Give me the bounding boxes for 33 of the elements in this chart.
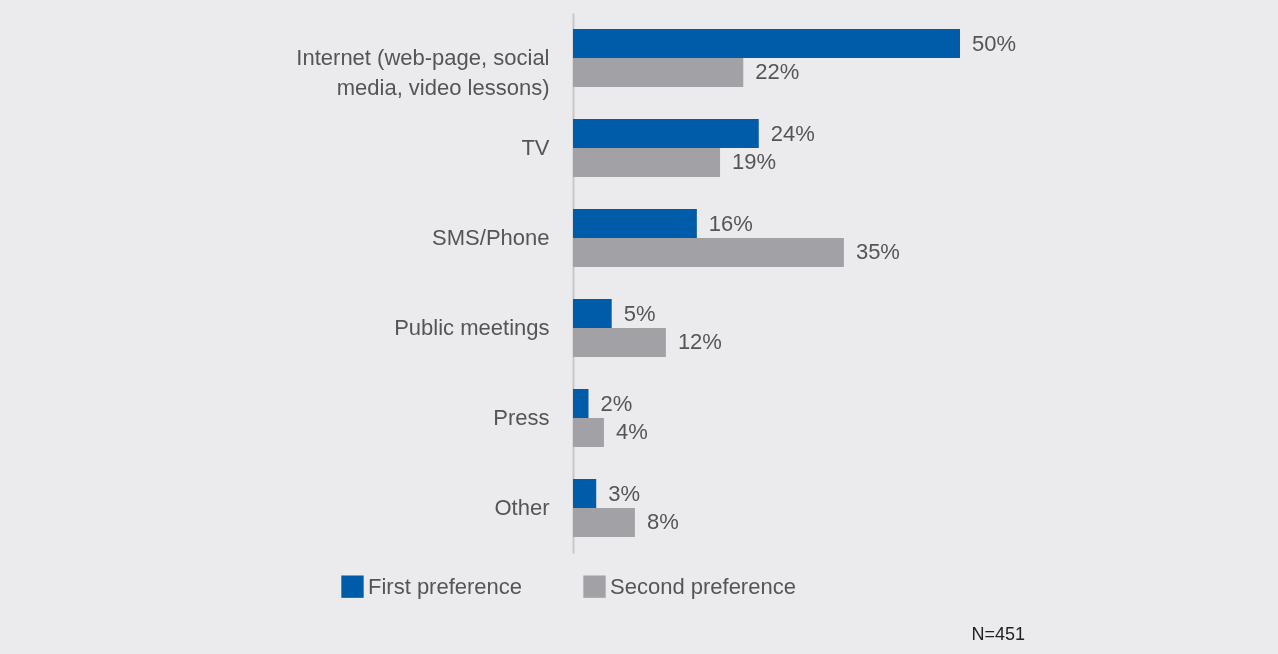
- data-label: 4%: [615, 419, 648, 445]
- bar: [573, 327, 666, 357]
- data-label: 8%: [646, 509, 679, 535]
- bar: [573, 479, 597, 509]
- data-label: 12%: [677, 329, 722, 355]
- bar: [573, 237, 844, 267]
- data-label: 24%: [770, 120, 815, 146]
- bar: [573, 507, 635, 537]
- bar: [573, 209, 697, 239]
- data-label: 5%: [623, 300, 656, 326]
- y-tick-label: Other: [494, 495, 550, 520]
- legend-label: First preference: [368, 573, 523, 599]
- data-label: 19%: [732, 149, 777, 175]
- bar: [573, 417, 604, 447]
- text: N=451: [971, 624, 1025, 644]
- y-tick-label: Public meetings: [394, 315, 550, 340]
- bar: [573, 389, 589, 419]
- y-tick-label: TV: [521, 135, 550, 160]
- y-tick-label: Internet (web-page, social media, video lessons): [296, 45, 550, 100]
- data-label: 35%: [855, 239, 900, 265]
- data-label: 22%: [755, 59, 800, 85]
- legend-label: Second preference: [610, 573, 796, 599]
- bar: [573, 57, 744, 87]
- y-tick-label: Press: [493, 405, 550, 430]
- bar: [573, 299, 612, 329]
- data-label: 3%: [608, 480, 641, 506]
- data-label: 2%: [600, 390, 633, 416]
- bar: [573, 29, 960, 59]
- data-label: 50%: [972, 30, 1017, 56]
- data-label: 16%: [708, 210, 753, 236]
- bar: [573, 147, 721, 177]
- y-tick-label: SMS/Phone: [432, 225, 550, 250]
- bar: [573, 119, 759, 149]
